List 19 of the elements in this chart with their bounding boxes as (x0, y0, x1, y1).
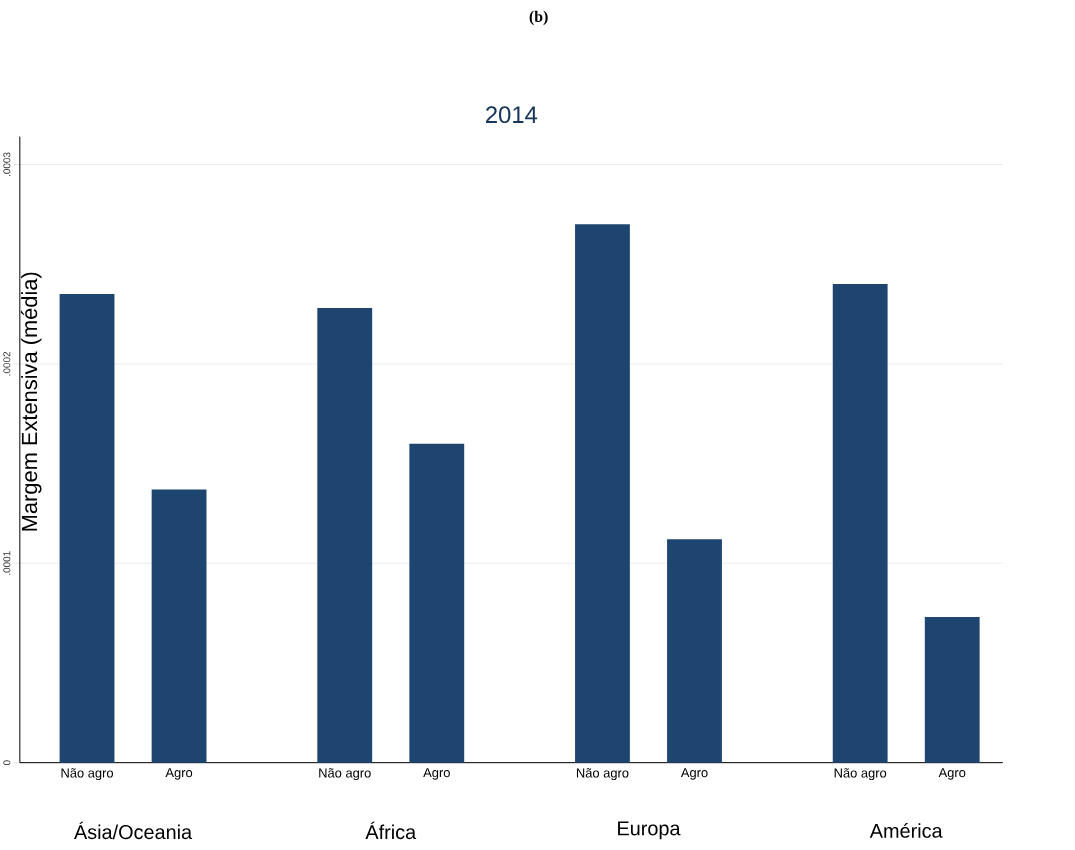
x-tick-label: Agro (423, 767, 450, 780)
y-tick-label: 0 (3, 760, 11, 765)
chart-subtitle: 2014 (486, 106, 538, 123)
y-tick-label: .0003 (3, 152, 11, 176)
x-tick-label: Agro (165, 767, 193, 780)
text: Europa (618, 821, 681, 840)
x-tick-label: Agro (680, 767, 708, 780)
x-tick-label: Não agro (319, 767, 371, 780)
chart-title: (b) (529, 10, 548, 25)
text: Ásia/Oceania (74, 821, 193, 839)
x-tick-label: Não agro (61, 767, 114, 780)
text: África (365, 821, 417, 839)
y-tick-label: .0001 (3, 551, 11, 575)
x-tick-label: Não agro (576, 767, 629, 780)
y-axis-title: Margem Extensiva (média) (20, 272, 42, 531)
text: América (869, 822, 943, 838)
y-tick-label: .0002 (3, 351, 11, 376)
x-tick-label: Agro (938, 767, 966, 780)
x-tick-label: Não agro (834, 767, 887, 780)
